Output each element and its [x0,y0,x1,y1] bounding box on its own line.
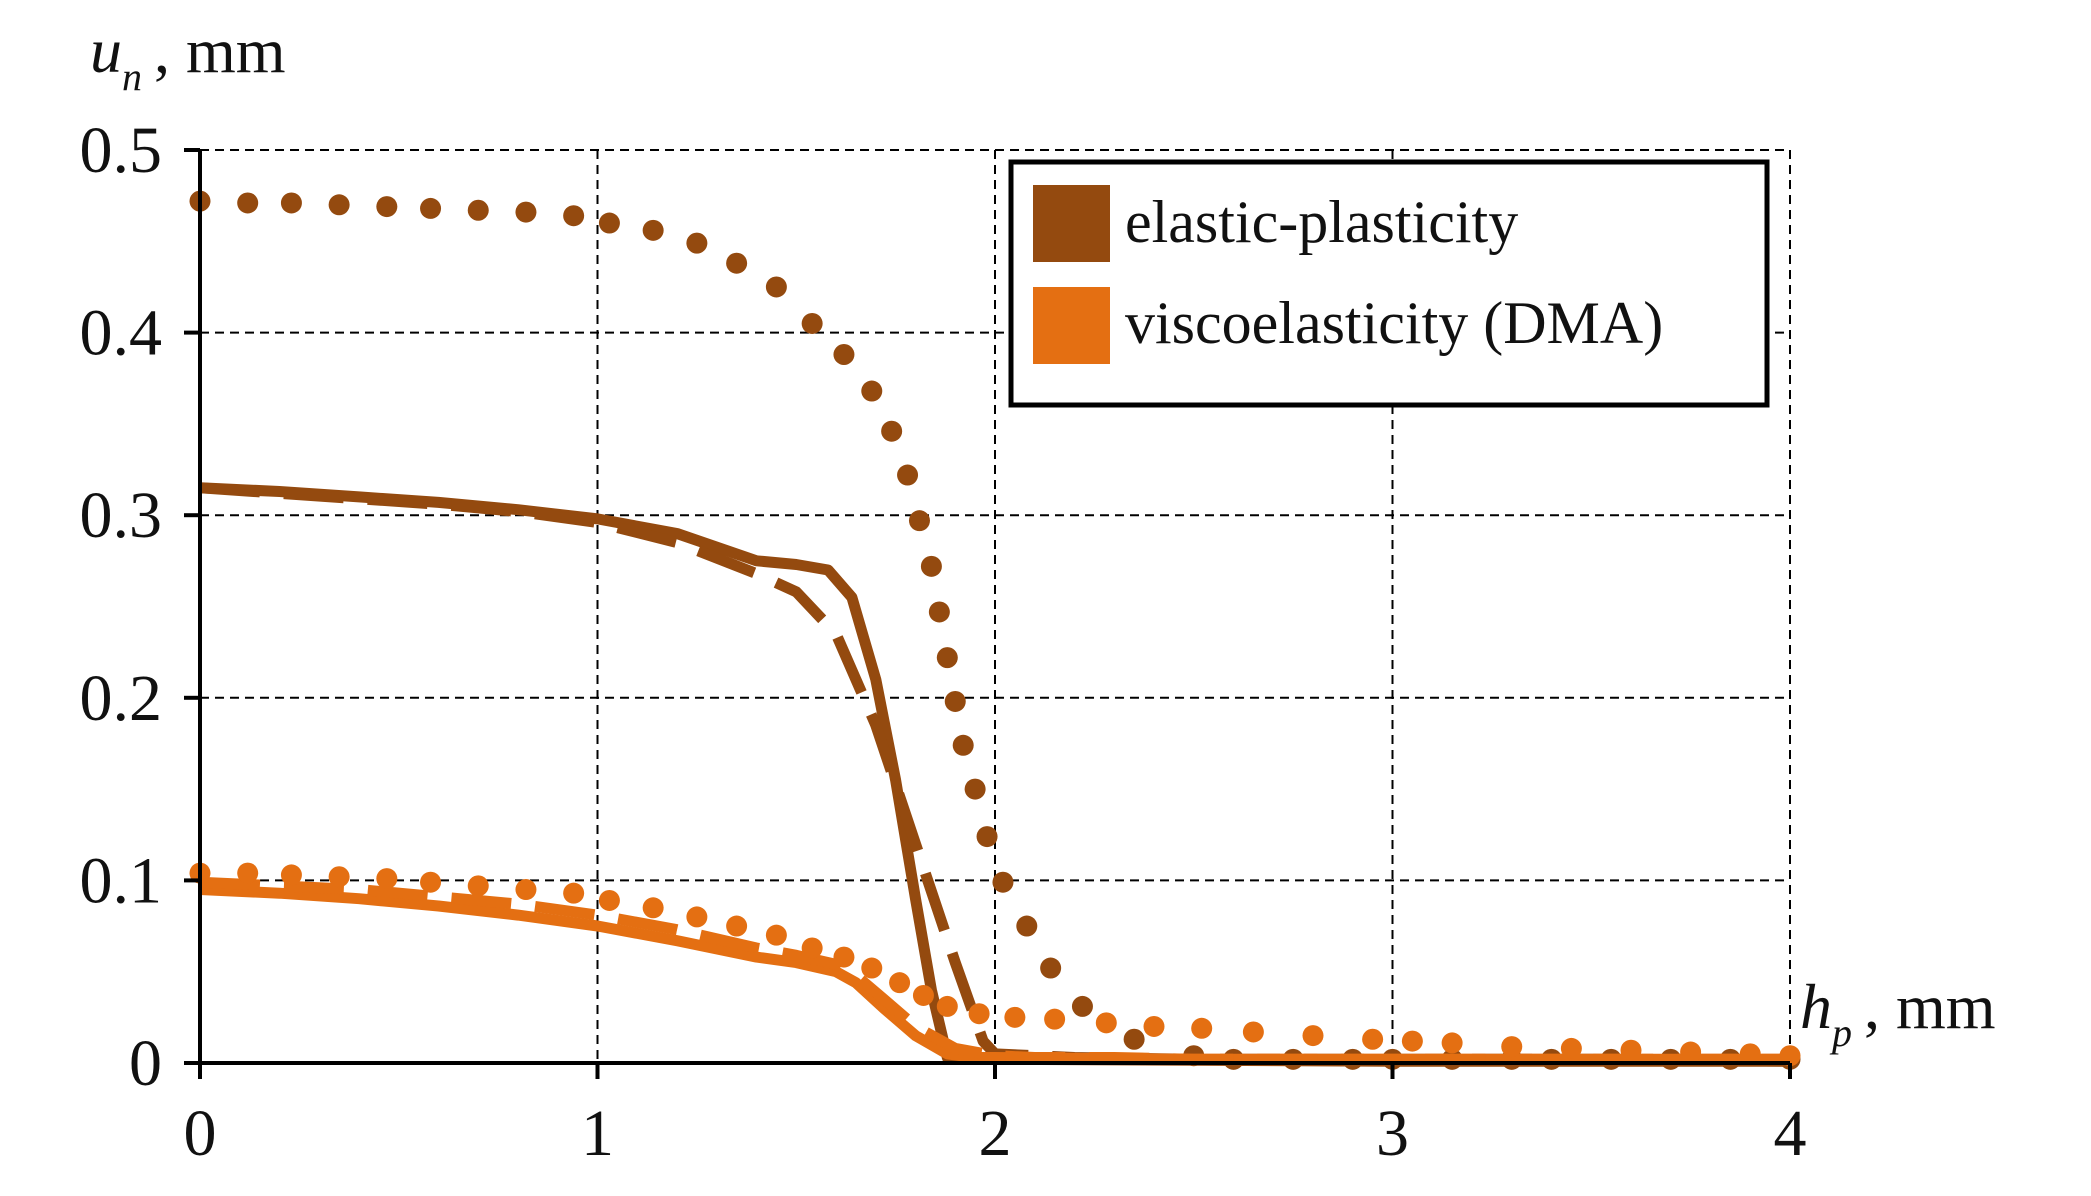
data-point [280,192,302,214]
x-axis-label: hp , mm [1800,971,1996,1055]
data-point [467,199,489,221]
series-layer [189,190,1801,1070]
data-point [861,957,883,979]
data-point [968,1003,990,1025]
data-point [563,205,585,227]
data-point [280,864,302,886]
ticks: 0 1 2 3 4 0 0.1 0.2 0.3 0.4 0.5 [80,114,1807,1170]
x-tick-label-4: 4 [1774,1097,1807,1170]
data-point [1362,1028,1384,1050]
data-point [765,924,787,946]
series-viscoelasticity-dma-dashed [199,876,1790,1065]
legend-label-elastic-plasticity: elastic-plasticity [1125,189,1518,255]
data-point [1560,1037,1582,1059]
data-point [920,555,942,577]
data-point [1004,1006,1026,1028]
data-point [1071,995,1093,1017]
legend-swatch-viscoelasticity [1033,287,1110,364]
data-point [976,826,998,848]
data-point [1680,1041,1702,1063]
data-point [1302,1025,1324,1047]
data-point [598,212,620,234]
data-point [889,972,911,994]
x-axis-unit: , mm [1864,971,1996,1042]
data-point [515,879,537,901]
data-point [1095,1012,1117,1034]
data-point [1044,1008,1066,1030]
data-point [686,232,708,254]
y-axis-label: un , mm [90,15,286,99]
series-viscoelasticity-dma-dotted [189,862,1801,1067]
x-axis-var: h [1800,971,1832,1042]
data-point [686,906,708,928]
data-point [515,201,537,223]
data-point [964,778,986,800]
data-point [1620,1039,1642,1061]
data-point [1779,1045,1801,1067]
data-point [467,875,489,897]
data-point [765,276,787,298]
y-axis-sub: n [122,54,142,99]
data-point [936,647,958,669]
data-point [1401,1030,1423,1052]
data-point [237,862,259,884]
data-point [1143,1015,1165,1037]
data-point [237,192,259,214]
data-point [376,868,398,890]
data-point [328,194,350,216]
data-point [420,871,442,893]
data-point [642,219,664,241]
data-point [881,420,903,442]
data-point [912,984,934,1006]
y-tick-label-5: 0.5 [80,114,163,187]
data-point [897,464,919,486]
data-point [1191,1017,1213,1039]
y-axis-unit: , mm [154,15,286,86]
y-tick-label-2: 0.2 [80,662,163,735]
data-point [726,252,748,274]
data-point [992,871,1014,893]
data-point [1441,1032,1463,1054]
data-point [833,344,855,366]
x-tick-label-0: 0 [184,1097,217,1170]
data-point [1040,957,1062,979]
data-point [928,601,950,623]
y-axis-var: u [90,15,122,86]
legend-box [1008,159,1770,408]
data-point [1739,1043,1761,1065]
data-point [376,196,398,218]
data-point [1242,1021,1264,1043]
data-point [328,866,350,888]
data-point [726,915,748,937]
y-tick-label-3: 0.3 [80,479,163,552]
legend: elastic-plasticity viscoelasticity (DMA) [1008,159,1770,408]
data-point [861,380,883,402]
legend-swatch-elastic-plasticity [1033,185,1110,262]
y-tick-label-0: 0 [129,1027,162,1100]
series-viscoelasticity-dma-solid [199,884,1790,1065]
data-point [1123,1028,1145,1050]
data-point [833,946,855,968]
data-point [944,690,966,712]
data-point [801,937,823,959]
data-point [1016,915,1038,937]
data-point [598,889,620,911]
data-point [1501,1036,1523,1058]
data-point [642,897,664,919]
x-tick-label-2: 2 [979,1097,1012,1170]
y-tick-label-1: 0.1 [80,844,163,917]
data-point [952,734,974,756]
data-point [936,995,958,1017]
data-point [563,882,585,904]
x-axis-sub: p [1829,1010,1852,1055]
x-tick-label-3: 3 [1376,1097,1409,1170]
data-point [801,312,823,334]
legend-label-viscoelasticity: viscoelasticity (DMA) [1125,290,1663,356]
y-tick-label-4: 0.4 [80,297,163,370]
data-point [420,197,442,219]
data-point [908,510,930,532]
x-tick-label-1: 1 [581,1097,614,1170]
